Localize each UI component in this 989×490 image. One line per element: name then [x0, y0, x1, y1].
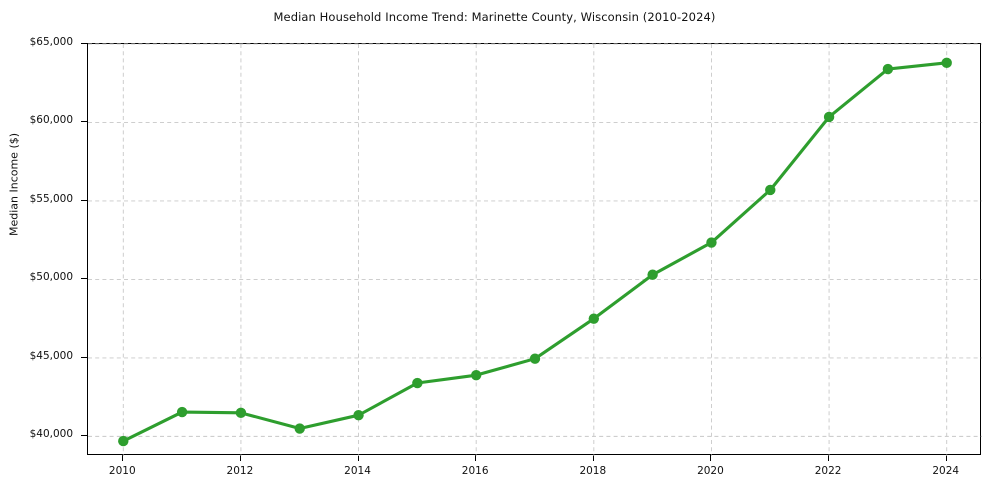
- x-tick-mark: [592, 455, 594, 461]
- data-point-marker: [294, 423, 305, 434]
- x-tick-label: 2022: [814, 465, 842, 477]
- x-tick-mark: [239, 455, 241, 461]
- y-tick-label: $55,000: [29, 192, 73, 205]
- data-series-median-household-income: [118, 57, 952, 447]
- data-point-marker: [470, 369, 482, 381]
- y-tick-mark: [81, 435, 87, 437]
- y-tick-mark: [81, 121, 87, 123]
- data-point-marker: [765, 184, 776, 196]
- data-point-marker: [588, 313, 600, 324]
- y-tick-mark: [81, 356, 87, 358]
- data-point-marker: [235, 407, 247, 419]
- x-tick-mark: [945, 455, 947, 461]
- data-point-marker: [882, 63, 894, 75]
- y-tick-label: $65,000: [29, 36, 73, 48]
- series-line: [121, 61, 949, 443]
- data-point-marker: [941, 57, 952, 69]
- y-tick-label: $50,000: [29, 271, 73, 284]
- data-point-marker: [647, 269, 658, 280]
- x-tick-label: 2016: [461, 465, 489, 477]
- x-tick-label: 2012: [226, 465, 254, 477]
- y-tick-mark: [81, 278, 87, 280]
- x-tick-mark: [710, 455, 712, 461]
- x-tick-label: 2010: [108, 465, 136, 477]
- chart-title: Median Household Income Trend: Marinette…: [273, 10, 716, 24]
- data-point-marker: [706, 237, 717, 248]
- x-tick-mark: [122, 455, 124, 461]
- data-point-marker: [412, 377, 423, 389]
- x-tick-label: 2024: [932, 465, 960, 477]
- data-point-marker: [353, 409, 364, 421]
- data-point-marker: [529, 353, 541, 364]
- x-tick-label: 2014: [344, 465, 371, 477]
- y-axis-label: Median Income ($): [7, 132, 21, 237]
- x-tick-mark: [475, 455, 477, 461]
- y-tick-mark: [81, 199, 87, 201]
- data-point-marker: [176, 406, 188, 418]
- x-tick-label: 2018: [579, 465, 607, 477]
- y-tick-label: $40,000: [29, 428, 73, 441]
- plot-area: [87, 43, 982, 456]
- x-tick-mark: [828, 455, 830, 461]
- y-tick-mark: [81, 43, 87, 44]
- y-tick-label: $60,000: [29, 114, 73, 127]
- data-point-marker: [118, 435, 129, 447]
- x-tick-label: 2020: [697, 465, 724, 477]
- data-point-marker: [823, 111, 835, 123]
- y-tick-label: $45,000: [29, 349, 73, 362]
- x-tick-mark: [357, 455, 359, 461]
